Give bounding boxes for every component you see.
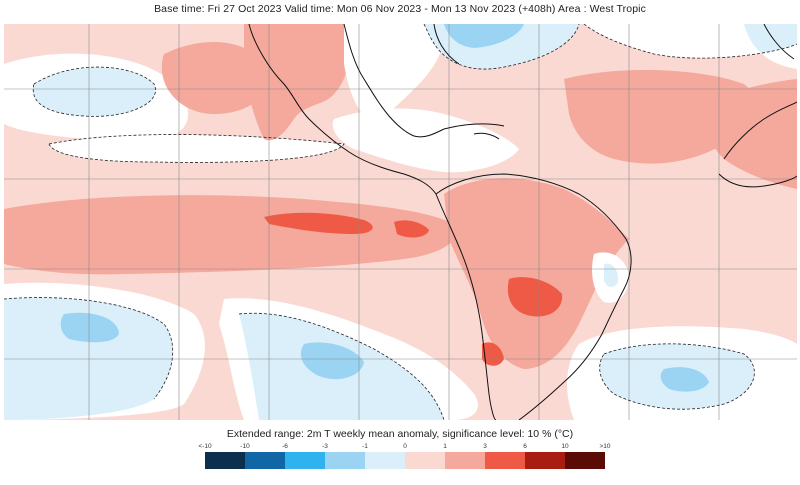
cold-anomaly-zone xyxy=(604,263,619,288)
warm-anomaly-zone xyxy=(161,42,266,114)
legend-swatch xyxy=(445,452,485,469)
strong-warm-anomaly-zone xyxy=(507,277,563,317)
strong-warm-anomaly-zone xyxy=(394,220,429,238)
legend-tick-label: 10 xyxy=(561,443,569,450)
cold-anomaly-zone xyxy=(60,312,119,343)
legend-swatch xyxy=(245,452,285,469)
legend-swatch xyxy=(405,452,445,469)
legend-swatch xyxy=(565,452,605,469)
cold-anomaly-zone xyxy=(444,24,524,48)
legend-tick-label: >10 xyxy=(599,443,610,450)
legend-caption: Extended range: 2m T weekly mean anomaly… xyxy=(226,428,574,440)
legend-swatch xyxy=(525,452,565,469)
strong-warm-anomaly-zone xyxy=(482,342,504,366)
legend-swatch xyxy=(485,452,525,469)
legend-tick-label: 3 xyxy=(483,443,487,450)
neutral-zone xyxy=(344,24,445,124)
legend-swatch xyxy=(205,452,245,469)
warm-anomaly-zone xyxy=(444,178,629,369)
warm-anomaly-zone xyxy=(564,69,756,164)
legend-tick-label: -3 xyxy=(322,443,328,450)
neutral-zone xyxy=(584,24,797,69)
legend-tick-label: -10 xyxy=(240,443,250,450)
map-title: Base time: Fri 27 Oct 2023 Valid time: M… xyxy=(154,3,646,15)
anomaly-map xyxy=(3,23,798,421)
cold-anomaly-zone xyxy=(33,67,156,117)
warm-anomaly-zone xyxy=(4,195,457,275)
warm-anomaly-zone xyxy=(244,24,350,141)
legend-tick-label: 0 xyxy=(403,443,407,450)
legend-swatch xyxy=(325,452,365,469)
neutral-zone xyxy=(49,134,344,163)
graticule xyxy=(4,24,797,420)
legend-tick-label: 1 xyxy=(443,443,447,450)
cold-anomaly-zone xyxy=(300,342,364,380)
legend-tick-label: 6 xyxy=(523,443,527,450)
significance-contours xyxy=(3,23,798,421)
legend-tick-label: -6 xyxy=(282,443,288,450)
color-legend: <-10 -10 -6 -3 -1 0 1 3 6 10 >10 xyxy=(0,440,800,480)
map-canvas xyxy=(3,23,798,421)
legend-svg: <-10 -10 -6 -3 -1 0 1 3 6 10 >10 xyxy=(198,443,611,469)
legend-swatch xyxy=(285,452,325,469)
legend-swatch xyxy=(365,452,405,469)
coastlines xyxy=(248,23,798,421)
strong-warm-anomaly-zone xyxy=(264,212,373,234)
legend-tick-label: -1 xyxy=(362,443,368,450)
cold-anomaly-zone xyxy=(660,367,709,392)
legend-tick-label: <-10 xyxy=(198,443,212,450)
warm-anomaly-zone xyxy=(702,79,797,189)
